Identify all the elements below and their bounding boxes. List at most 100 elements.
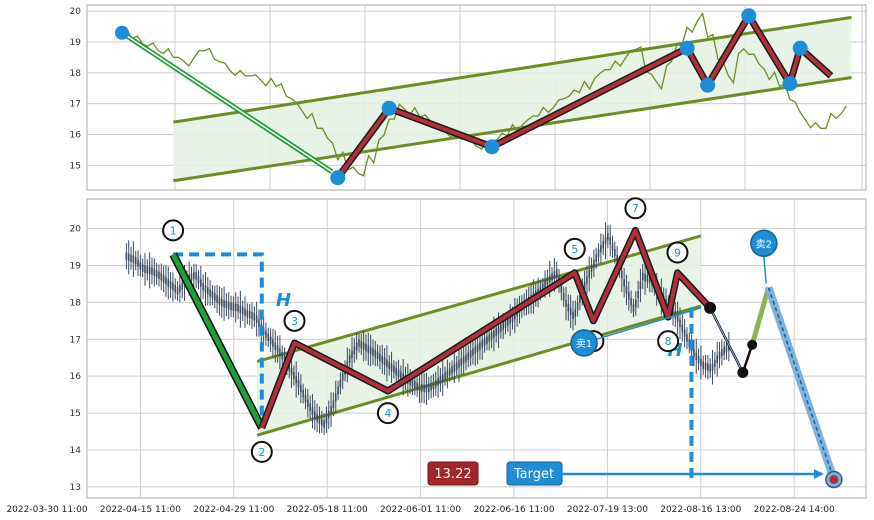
candle-body bbox=[641, 272, 644, 281]
candle-body bbox=[704, 362, 707, 370]
candle-body bbox=[500, 324, 502, 332]
candle-body bbox=[476, 344, 479, 352]
candle-body bbox=[311, 407, 314, 415]
drop-line bbox=[170, 253, 265, 430]
forecast-target-core bbox=[829, 475, 839, 485]
candle-body bbox=[255, 315, 258, 323]
candle-body bbox=[362, 342, 365, 350]
candle-body bbox=[479, 342, 481, 350]
candle-body bbox=[697, 355, 700, 364]
candle-body bbox=[614, 248, 616, 257]
candle-body bbox=[634, 299, 637, 308]
candle-body bbox=[441, 374, 444, 382]
candle-body bbox=[288, 363, 291, 372]
candle-body bbox=[293, 371, 295, 380]
candle-body bbox=[372, 348, 374, 356]
candle-body bbox=[718, 351, 721, 359]
candle-body bbox=[325, 415, 328, 424]
forecast-node-mid bbox=[747, 339, 758, 350]
candle-body bbox=[165, 277, 167, 285]
candle-body bbox=[330, 406, 332, 414]
candle-body bbox=[688, 339, 691, 347]
candle-body bbox=[544, 280, 546, 288]
candle-body bbox=[588, 270, 591, 278]
forecast-node-start bbox=[704, 301, 717, 314]
candle-body bbox=[316, 414, 318, 422]
bottom-x-tick-label: 2022-05-18 11:00 bbox=[287, 505, 368, 515]
candle-body bbox=[586, 276, 588, 284]
candle-body bbox=[339, 379, 342, 388]
candle-body bbox=[234, 303, 237, 312]
candle-body bbox=[337, 386, 339, 395]
point-circle bbox=[283, 309, 306, 332]
candle-body bbox=[395, 367, 398, 376]
candle-body bbox=[206, 287, 209, 295]
target-arrow-head bbox=[813, 469, 824, 479]
candle-body bbox=[604, 237, 607, 245]
candle-body bbox=[430, 383, 432, 391]
point-circle bbox=[657, 330, 680, 353]
point-circle bbox=[376, 402, 399, 425]
candle-body bbox=[246, 309, 249, 318]
candle-body bbox=[502, 322, 504, 330]
candle-body bbox=[313, 411, 316, 419]
candle-body bbox=[474, 346, 477, 354]
candle-body bbox=[139, 261, 142, 270]
candle-body bbox=[390, 363, 393, 372]
candle-body bbox=[348, 355, 351, 363]
candle-body bbox=[572, 311, 574, 320]
candle-body bbox=[307, 399, 309, 407]
candle-body bbox=[648, 275, 651, 284]
bottom-y-tick-label: 19 bbox=[70, 261, 82, 271]
candle-body bbox=[676, 314, 679, 322]
top-pivot-marker bbox=[700, 77, 716, 93]
candle-body bbox=[251, 311, 253, 320]
candle-body bbox=[334, 393, 337, 402]
candle-body bbox=[383, 357, 386, 366]
point-label: 5 bbox=[571, 243, 578, 256]
candle-body bbox=[193, 271, 195, 280]
candle-body bbox=[574, 309, 577, 317]
candle-body bbox=[204, 285, 207, 293]
candle-body bbox=[628, 292, 630, 300]
candle-body bbox=[632, 304, 635, 312]
candle-body bbox=[497, 326, 500, 334]
candle-body bbox=[320, 418, 323, 426]
candle-body bbox=[681, 324, 684, 332]
candle-body bbox=[376, 351, 379, 360]
bottom-x-tick-label: 2022-06-01 11:00 bbox=[380, 505, 461, 515]
sell-label: 卖2 bbox=[756, 238, 772, 250]
candle-body bbox=[579, 295, 581, 303]
candle-body bbox=[583, 282, 586, 290]
candle-body bbox=[437, 378, 439, 386]
candle-body bbox=[646, 274, 649, 283]
candle-body bbox=[630, 298, 632, 306]
top-y-tick-label: 17 bbox=[70, 100, 81, 110]
candle-body bbox=[504, 320, 507, 328]
candle-body bbox=[241, 307, 244, 315]
candle-body bbox=[351, 350, 353, 359]
candle-body bbox=[625, 286, 628, 294]
candle-body bbox=[237, 304, 239, 312]
candle-body bbox=[565, 299, 567, 308]
forecast-path bbox=[704, 286, 843, 489]
candle-body bbox=[495, 328, 498, 336]
candle-body bbox=[472, 348, 474, 356]
candle-body bbox=[358, 339, 360, 347]
candle-body bbox=[560, 285, 563, 293]
candle-body bbox=[693, 349, 695, 357]
candle-body bbox=[672, 308, 674, 316]
candle-body bbox=[509, 316, 511, 324]
candle-body bbox=[555, 269, 558, 277]
candle-body bbox=[239, 305, 242, 313]
candle-body bbox=[132, 255, 135, 263]
candle-body bbox=[593, 259, 595, 267]
candle-body bbox=[218, 297, 221, 305]
sell-1-arrow bbox=[583, 307, 702, 344]
point-label: 3 bbox=[291, 315, 298, 328]
candle-body bbox=[353, 346, 356, 355]
target-value-box bbox=[427, 461, 479, 486]
top-pivot-marker bbox=[782, 76, 798, 92]
candle-body bbox=[402, 373, 404, 381]
candle-body bbox=[365, 343, 367, 352]
